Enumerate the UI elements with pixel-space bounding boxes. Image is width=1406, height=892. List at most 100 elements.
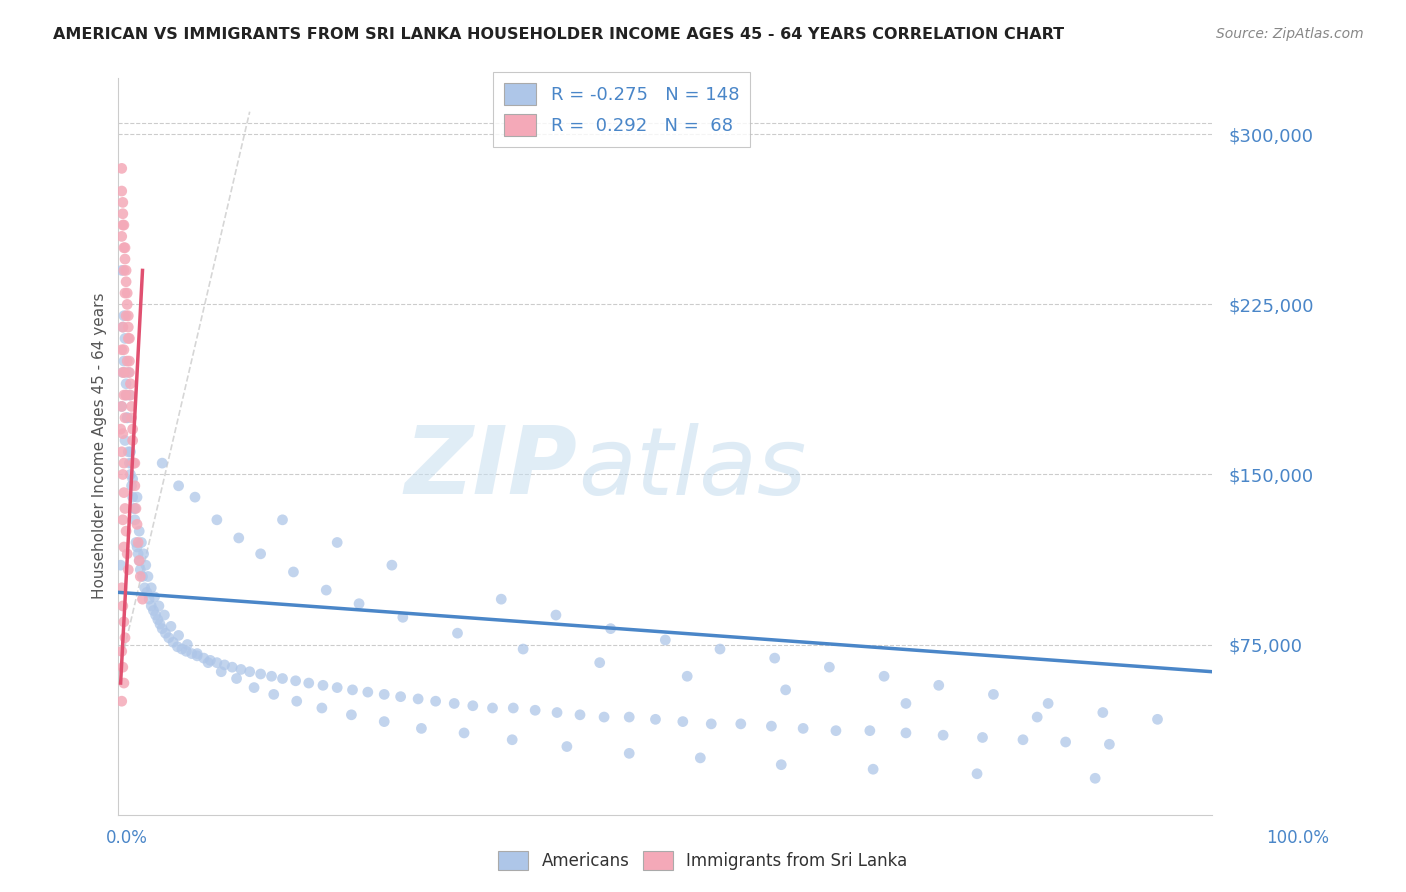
Point — [593, 710, 616, 724]
Point — [200, 653, 222, 667]
Point — [111, 581, 134, 595]
Point — [373, 687, 395, 701]
Point — [120, 388, 142, 402]
Point — [143, 590, 166, 604]
Point — [110, 422, 132, 436]
Point — [205, 656, 228, 670]
Point — [825, 723, 848, 738]
Point — [111, 161, 134, 176]
Point — [112, 354, 135, 368]
Point — [453, 726, 475, 740]
Legend: Americans, Immigrants from Sri Lanka: Americans, Immigrants from Sri Lanka — [492, 844, 914, 877]
Point — [1146, 712, 1168, 726]
Point — [153, 608, 176, 623]
Point — [121, 472, 143, 486]
Point — [121, 422, 143, 436]
Point — [114, 631, 136, 645]
Point — [117, 444, 139, 458]
Point — [271, 672, 294, 686]
Point — [214, 657, 236, 672]
Text: 100.0%: 100.0% — [1265, 829, 1329, 847]
Point — [193, 651, 215, 665]
Point — [340, 707, 363, 722]
Point — [125, 501, 148, 516]
Point — [149, 617, 172, 632]
Point — [411, 722, 433, 736]
Point — [112, 343, 135, 357]
Point — [110, 558, 132, 573]
Point — [1026, 710, 1049, 724]
Point — [730, 717, 752, 731]
Point — [122, 456, 145, 470]
Point — [117, 366, 139, 380]
Point — [654, 632, 676, 647]
Point — [676, 669, 699, 683]
Point — [599, 622, 621, 636]
Point — [128, 554, 150, 568]
Point — [118, 354, 141, 368]
Point — [127, 547, 149, 561]
Point — [260, 669, 283, 683]
Point — [115, 547, 138, 561]
Point — [125, 535, 148, 549]
Point — [446, 626, 468, 640]
Point — [131, 569, 153, 583]
Point — [263, 687, 285, 701]
Point — [180, 647, 202, 661]
Text: 0.0%: 0.0% — [105, 829, 148, 847]
Point — [1098, 737, 1121, 751]
Point — [689, 751, 711, 765]
Point — [112, 218, 135, 232]
Point — [129, 563, 152, 577]
Point — [167, 628, 190, 642]
Point — [155, 626, 177, 640]
Point — [112, 309, 135, 323]
Point — [205, 513, 228, 527]
Point — [115, 388, 138, 402]
Point — [162, 635, 184, 649]
Point — [1084, 772, 1107, 786]
Point — [125, 540, 148, 554]
Point — [524, 703, 547, 717]
Point — [512, 642, 534, 657]
Point — [894, 726, 917, 740]
Point — [124, 513, 146, 527]
Point — [114, 331, 136, 345]
Point — [983, 687, 1005, 701]
Point — [111, 400, 134, 414]
Point — [120, 444, 142, 458]
Point — [111, 218, 134, 232]
Point — [148, 599, 170, 613]
Point — [326, 535, 349, 549]
Point — [146, 613, 169, 627]
Point — [111, 644, 134, 658]
Point — [112, 676, 135, 690]
Point — [391, 610, 413, 624]
Point — [124, 479, 146, 493]
Point — [284, 673, 307, 688]
Point — [114, 410, 136, 425]
Point — [894, 697, 917, 711]
Point — [157, 631, 180, 645]
Point — [862, 762, 884, 776]
Point — [115, 388, 138, 402]
Point — [312, 678, 335, 692]
Point — [131, 535, 153, 549]
Point — [111, 599, 134, 613]
Point — [111, 444, 134, 458]
Point — [491, 592, 513, 607]
Point — [229, 663, 252, 677]
Point — [117, 563, 139, 577]
Point — [443, 697, 465, 711]
Point — [186, 647, 208, 661]
Point — [461, 698, 484, 713]
Point — [125, 517, 148, 532]
Point — [111, 400, 134, 414]
Legend: R = -0.275   N = 148, R =  0.292   N =  68: R = -0.275 N = 148, R = 0.292 N = 68 — [494, 72, 751, 146]
Point — [114, 252, 136, 266]
Point — [134, 581, 156, 595]
Point — [132, 547, 155, 561]
Point — [121, 456, 143, 470]
Point — [228, 531, 250, 545]
Point — [311, 701, 333, 715]
